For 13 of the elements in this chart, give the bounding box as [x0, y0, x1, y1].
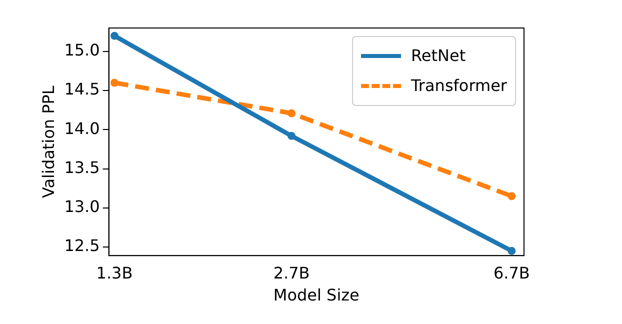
y-axis-title: Validation PPL — [38, 86, 58, 198]
y-tick-label: 14.0 — [64, 118, 100, 138]
y-tick-label: 13.5 — [64, 158, 100, 177]
y-tick-label: 13.0 — [64, 197, 100, 216]
x-axis-title: Model Size — [273, 286, 360, 305]
x-tick-label: 1.3B — [96, 263, 133, 282]
legend-label: RetNet — [411, 45, 466, 67]
legend-label: Transformer — [411, 75, 508, 97]
y-tick-label: 12.5 — [64, 236, 100, 256]
x-tick-label: 2.7B — [273, 263, 310, 282]
x-tick-label: 6.7B — [493, 263, 530, 282]
y-tick-label: 15.0 — [64, 40, 100, 60]
y-tick-label: 14.5 — [64, 80, 100, 99]
